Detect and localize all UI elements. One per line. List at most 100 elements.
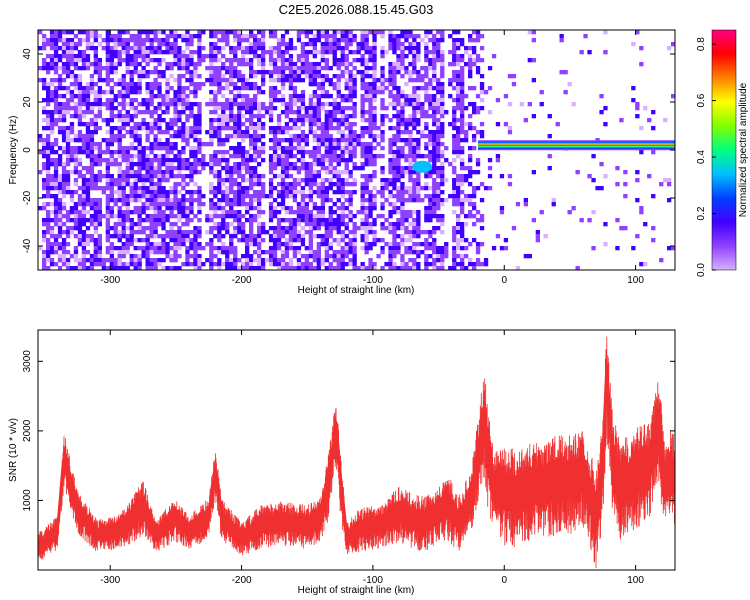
spectrogram-cell	[372, 114, 377, 119]
spectrogram-cell	[61, 102, 67, 107]
spectrogram-cell	[324, 230, 329, 235]
spectrogram-cell	[57, 58, 63, 63]
spectrogram-cell	[181, 86, 186, 91]
spectrogram-cell	[209, 30, 214, 35]
spectrogram-cell	[85, 110, 91, 115]
spectrogram-cell	[360, 182, 365, 187]
spectrogram-cell	[452, 98, 457, 103]
spectrogram-cell	[217, 86, 222, 91]
spectrogram-cell	[460, 178, 465, 183]
spectrogram-cell	[137, 34, 142, 39]
spectrogram-cell	[424, 154, 429, 159]
spectrogram-cell	[81, 58, 87, 63]
spectrogram-cell	[149, 186, 154, 191]
spectrogram-cell	[189, 130, 194, 135]
spectrogram-cell	[312, 122, 317, 127]
spectrogram-cell	[197, 114, 202, 119]
spectrogram-cell	[245, 34, 250, 39]
spectrogram-cell	[372, 218, 377, 223]
spectrogram-cell	[372, 234, 377, 239]
spectrogram-cell	[416, 230, 421, 235]
spectrogram-cell	[404, 142, 409, 147]
spectrogram-cell	[61, 190, 67, 195]
spectrogram-cell	[93, 242, 98, 247]
spectrogram-cell	[436, 82, 441, 87]
spectrogram-cell	[157, 170, 162, 175]
spectrogram-cell	[380, 138, 385, 143]
spectrogram-cell	[161, 50, 166, 55]
spectrogram-cell	[73, 162, 79, 167]
spectrogram-cell	[149, 174, 154, 179]
spectrogram-cell	[284, 46, 290, 51]
spectrogram-cell	[81, 102, 87, 107]
spectrogram-cell	[233, 182, 238, 187]
spectrogram-cell	[272, 30, 278, 35]
spectrogram-cell	[352, 250, 357, 255]
spectrogram-cell	[440, 166, 445, 171]
spectrogram-cell	[217, 198, 222, 203]
spectrogram-cell	[225, 214, 230, 219]
spectrogram-cell	[165, 162, 170, 167]
spectrogram-cell	[49, 82, 55, 87]
spectrogram-cell	[157, 194, 162, 199]
spectrogram-cell	[145, 266, 150, 271]
spectrogram-cell	[436, 194, 441, 199]
spectrogram-cell	[169, 118, 174, 123]
spectrogram-cell	[237, 150, 242, 155]
spectrogram-cell	[237, 38, 242, 43]
spectrogram-cell	[292, 178, 298, 183]
spectrogram-cell	[368, 66, 373, 71]
spectrogram-cell	[328, 134, 333, 139]
spectrogram-cell	[85, 258, 91, 263]
spectrogram-cell	[121, 50, 126, 55]
spectrogram-cell	[388, 202, 393, 207]
spectrogram-cell	[344, 58, 349, 63]
spectrogram-cell	[42, 194, 47, 199]
spectrogram-cell	[165, 246, 170, 251]
spectrogram-cell	[344, 46, 349, 51]
spectrogram-cell	[257, 110, 262, 115]
spectrogram-cell	[300, 262, 306, 267]
spectrogram-cell	[69, 130, 75, 135]
spectrogram-cell	[348, 74, 353, 79]
spectrogram-cell	[57, 74, 63, 79]
spectrogram-cell	[125, 234, 130, 239]
spectrogram-cell	[308, 254, 313, 259]
spectrogram-cell	[245, 250, 250, 255]
spectrogram-cell	[213, 110, 218, 115]
spectrogram-cell	[161, 130, 166, 135]
spectrogram-cell	[249, 178, 254, 183]
spectrogram-cell	[149, 90, 154, 95]
spectrogram-cell	[209, 154, 214, 159]
spectrogram-cell	[221, 126, 226, 131]
spectrogram-cell	[117, 214, 122, 219]
spectrogram-cell	[324, 46, 329, 51]
spectrogram-cell	[225, 38, 230, 43]
spectrogram-cell	[392, 170, 397, 175]
spectrogram-cell	[177, 190, 182, 195]
spectrogram-cell	[340, 110, 345, 115]
spectrogram-cell	[225, 66, 230, 71]
spectrogram-cell	[49, 186, 55, 191]
spectrogram-cell	[511, 226, 517, 231]
spectrogram-cell	[364, 66, 369, 71]
spectrogram-cell	[336, 162, 341, 167]
spectrogram-cell	[113, 178, 118, 183]
spectrogram-cell	[185, 114, 190, 119]
spectrogram-cell	[276, 146, 282, 151]
spectrogram-cell	[73, 150, 79, 155]
spectrogram-cell	[400, 50, 405, 55]
spectrogram-cell	[651, 150, 656, 155]
spectrogram-cells	[38, 30, 676, 271]
spectrogram-cell	[452, 134, 457, 139]
spectrogram-cell	[189, 174, 194, 179]
spectrogram-cell	[392, 158, 397, 163]
spectrogram-cell	[145, 98, 150, 103]
spectrogram-cell	[360, 134, 365, 139]
spectrogram-cell	[468, 154, 473, 159]
spectrogram-cell	[249, 218, 254, 223]
spectrogram-cell	[324, 194, 329, 199]
spectrogram-cell	[663, 118, 668, 123]
spectrogram-cell	[213, 190, 218, 195]
spectrogram-cell	[257, 182, 262, 187]
